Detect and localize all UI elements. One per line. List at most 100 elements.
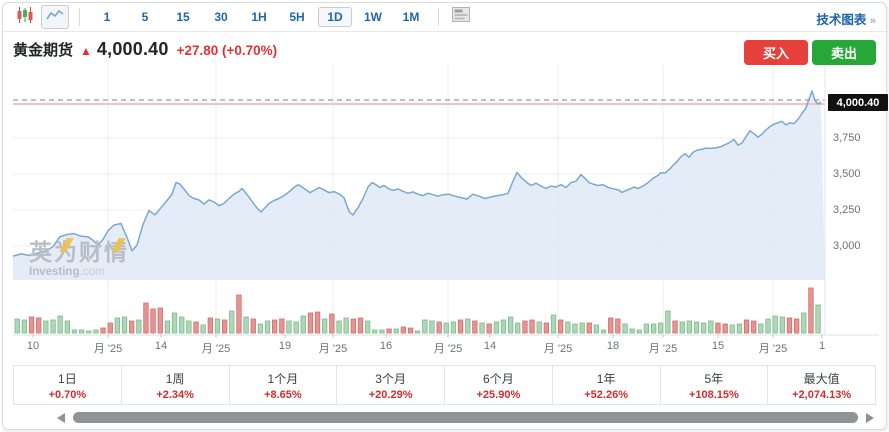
x-axis-label: 月 '25 [318,343,348,355]
price-chart[interactable] [3,65,889,340]
volume-bar [493,321,500,334]
x-axis-label: 月 '25 [543,343,573,355]
x-axis-label: 19 [278,340,292,352]
panel-layout-icon [452,7,470,27]
chevron-right-icon: » [869,15,876,27]
volume-bar [36,317,42,334]
volume-bar [364,320,371,334]
volume-bar [121,316,128,334]
volume-bar [658,322,664,334]
x-axis-label: 18 [606,340,620,352]
volume-bar [743,319,750,334]
scroll-right-icon[interactable] [866,413,874,423]
price-line [12,90,822,257]
performance-table: 1日 +0.70% 1周 +2.34% 1个月 +8.65% 3个月 +20.29% 6… [13,365,876,405]
candlestick-chart-button[interactable] [11,5,39,29]
volume-bar [600,329,607,334]
chart-toolbar: 1 5 15 30 1H 5H 1D 1W 1M 技术图表 » [3,3,886,32]
volume-bar [486,323,492,334]
x-axis-label: 月 '25 [93,343,123,355]
up-arrow-icon: ▲ [80,44,92,58]
timeframe-1h[interactable]: 1H [251,10,267,24]
volume-bar [457,319,464,334]
volume-bar [643,323,650,334]
volume-bar [693,321,700,334]
volume-bar [558,319,564,334]
candlestick-icon [16,6,34,29]
scroll-left-icon[interactable] [57,413,65,423]
scrollbar-thumb[interactable] [73,412,858,423]
volume-bar [329,313,335,334]
buy-button[interactable]: 买入 [744,40,808,65]
volume-bar [622,323,628,334]
volume-bar [314,311,321,334]
volume-bar [43,320,49,334]
timeframe-1m[interactable]: 1M [402,10,420,24]
volume-bar [715,322,721,334]
volume-bar [386,328,392,334]
volume-bar [343,317,349,334]
volume-bar [736,323,743,334]
x-axis-label: 月 '25 [648,343,678,355]
volume-bar [150,308,156,334]
perf-cell-1y: 1年 +52.26% [551,366,660,404]
perf-cell-max: 最大值 +2,074.13% [767,366,875,404]
timeframe-15[interactable]: 15 [176,10,190,24]
volume-bar [229,310,235,334]
technical-chart-link[interactable]: 技术图表 » [816,13,876,27]
volume-bar [779,316,785,334]
volume-bar [529,319,535,334]
volume-bar [665,310,671,334]
line-chart-icon [46,8,64,26]
volume-bar [321,318,328,334]
panel-layout-button[interactable] [447,5,475,29]
sell-button[interactable]: 卖出 [812,40,876,65]
area-fill [13,91,825,280]
timeframe-30[interactable]: 30 [214,10,228,24]
volume-bar [136,319,142,334]
volume-bar [443,322,449,334]
volume-bar [372,329,378,334]
volume-bar [515,322,521,334]
volume-bar [608,317,614,334]
timeframe-1w[interactable]: 1W [364,10,382,24]
volume-bar [407,327,414,334]
volume-bar [765,318,771,334]
volume-bar [28,316,35,334]
volume-bar [179,316,185,334]
volume-bar [79,329,85,334]
volume-bar [307,312,314,334]
timeframe-1[interactable]: 1 [103,10,111,24]
x-axis-label: 月 '25 [758,343,788,355]
volume-bar [257,323,264,334]
volume-bar [651,323,657,334]
volume-bar [221,319,228,334]
instrument-header: 黄金期货 ▲ 4,000.40 +27.80 (+0.70%) [13,39,277,60]
y-axis-label: 3,250 [833,204,861,216]
volume-bar [579,322,585,334]
x-axis-label: 14 [483,340,497,352]
x-axis-label: 1 [818,340,826,352]
y-axis-label: 3,000 [833,240,861,252]
x-axis-label: 10 [26,340,40,352]
volume-bar [100,327,106,334]
volume-bar [593,324,599,334]
timeframe-5[interactable]: 5 [141,10,149,24]
volume-bar [572,323,578,334]
volume-bar [264,320,271,334]
perf-cell-3m: 3个月 +20.29% [336,366,444,404]
volume-bar [794,318,800,334]
volume-bar [64,320,70,334]
volume-bar [479,322,485,334]
line-chart-button[interactable] [41,5,69,29]
timeframe-1d[interactable]: 1D [318,7,352,27]
volume-bar [629,328,635,334]
perf-cell-6m: 6个月 +25.90% [444,366,552,404]
timeframe-5h[interactable]: 5H [289,10,305,24]
volume-bar [429,320,435,334]
volume-bar [522,320,528,334]
volume-bar [14,318,20,334]
volume-bar [357,317,364,334]
volume-bar [86,330,92,334]
y-axis-label: 3,500 [833,168,861,180]
